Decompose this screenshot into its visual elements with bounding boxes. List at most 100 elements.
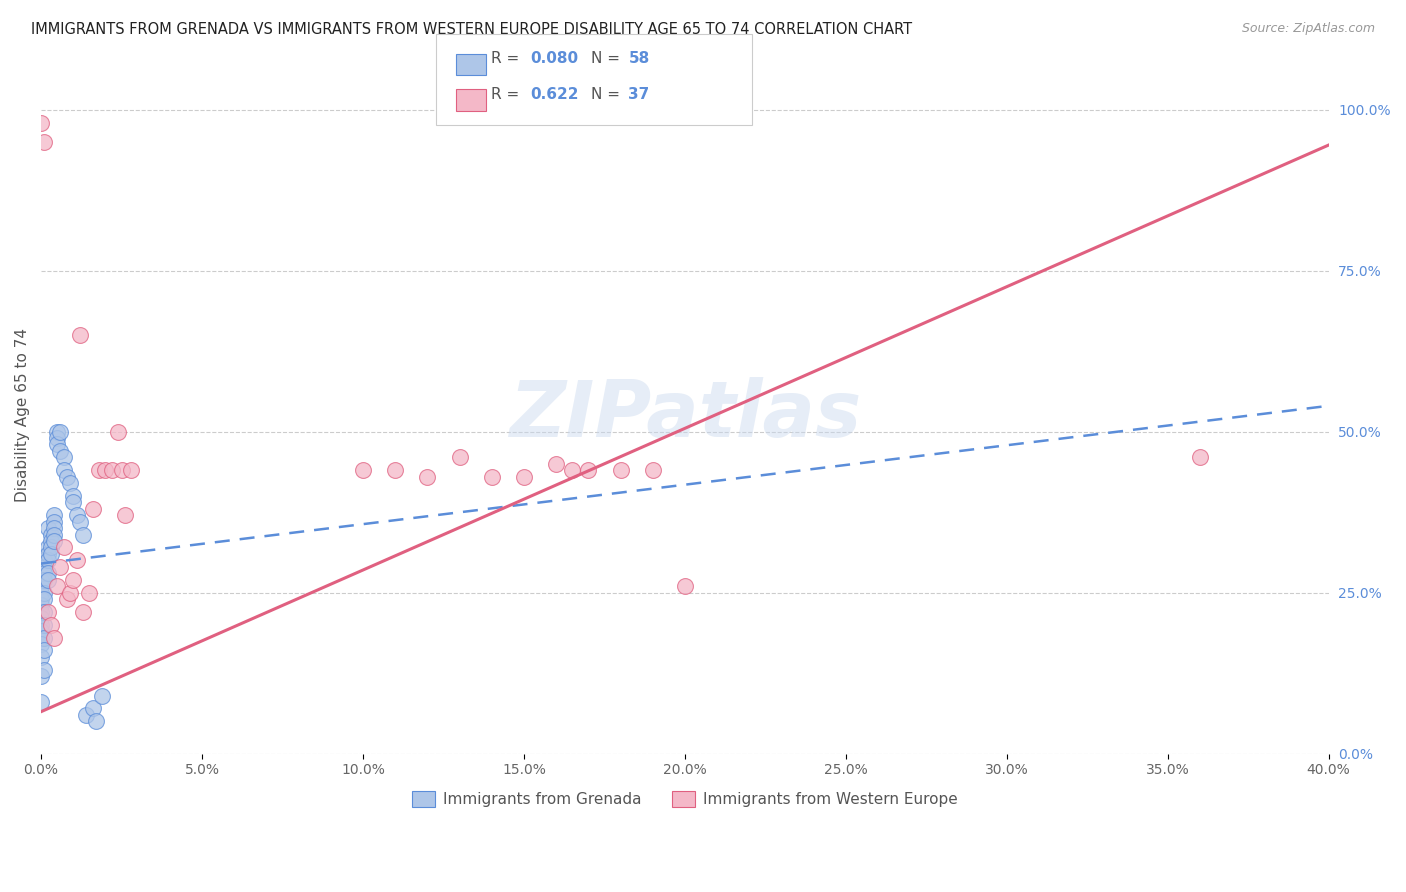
Point	[37, 541, 59, 555]
Point	[546, 457, 568, 471]
Point	[94, 463, 117, 477]
Point	[30, 649, 52, 664]
Point	[34, 631, 56, 645]
Point	[62, 573, 84, 587]
Point	[30, 669, 52, 683]
Point	[30, 115, 52, 129]
Point	[30, 695, 52, 709]
Point	[30, 599, 52, 613]
Point	[449, 450, 471, 465]
Point	[30, 573, 52, 587]
Point	[641, 463, 664, 477]
Point	[39, 617, 62, 632]
Point	[37, 605, 59, 619]
Point	[30, 617, 52, 632]
Point	[34, 617, 56, 632]
Point	[39, 527, 62, 541]
Point	[352, 463, 374, 477]
Point	[52, 463, 75, 477]
Point	[37, 566, 59, 581]
Point	[72, 527, 94, 541]
Point	[30, 624, 52, 639]
Point	[42, 534, 65, 549]
Point	[513, 469, 536, 483]
Point	[481, 469, 503, 483]
Point	[30, 592, 52, 607]
Point	[34, 605, 56, 619]
Point	[65, 553, 87, 567]
Point	[30, 579, 52, 593]
Point	[56, 469, 79, 483]
Point	[576, 463, 599, 477]
Point	[46, 431, 69, 445]
Point	[673, 579, 696, 593]
Point	[34, 643, 56, 657]
Point	[72, 605, 94, 619]
Point	[34, 566, 56, 581]
Y-axis label: Disability Age 65 to 74: Disability Age 65 to 74	[15, 328, 30, 502]
Point	[62, 489, 84, 503]
Point	[46, 425, 69, 439]
Point	[46, 579, 69, 593]
Point	[34, 553, 56, 567]
Point	[82, 501, 104, 516]
Point	[110, 463, 132, 477]
Point	[69, 328, 91, 343]
Point	[34, 663, 56, 677]
Point	[52, 541, 75, 555]
Point	[39, 541, 62, 555]
Point	[42, 508, 65, 523]
Point	[30, 631, 52, 645]
Text: N =: N =	[591, 87, 624, 102]
Text: R =: R =	[491, 51, 524, 66]
Text: 37: 37	[628, 87, 650, 102]
Point	[69, 515, 91, 529]
Point	[75, 707, 97, 722]
Point	[416, 469, 439, 483]
Point	[34, 592, 56, 607]
Text: N =: N =	[591, 51, 624, 66]
Point	[42, 631, 65, 645]
Point	[79, 585, 101, 599]
Point	[561, 463, 583, 477]
Point	[59, 476, 82, 491]
Point	[39, 534, 62, 549]
Text: IMMIGRANTS FROM GRENADA VS IMMIGRANTS FROM WESTERN EUROPE DISABILITY AGE 65 TO 7: IMMIGRANTS FROM GRENADA VS IMMIGRANTS FR…	[31, 22, 912, 37]
Point	[30, 585, 52, 599]
Point	[37, 573, 59, 587]
Point	[91, 689, 114, 703]
Point	[30, 605, 52, 619]
Point	[46, 437, 69, 451]
Point	[49, 559, 72, 574]
Text: 0.622: 0.622	[530, 87, 578, 102]
Point	[52, 450, 75, 465]
Point	[34, 573, 56, 587]
Point	[49, 443, 72, 458]
Point	[82, 701, 104, 715]
Point	[37, 547, 59, 561]
Point	[39, 547, 62, 561]
Point	[34, 135, 56, 149]
Legend: Immigrants from Grenada, Immigrants from Western Europe: Immigrants from Grenada, Immigrants from…	[406, 785, 963, 814]
Point	[34, 559, 56, 574]
Point	[37, 553, 59, 567]
Point	[30, 637, 52, 651]
Point	[609, 463, 631, 477]
Point	[384, 463, 406, 477]
Text: 0.080: 0.080	[530, 51, 578, 66]
Point	[42, 521, 65, 535]
Point	[84, 714, 107, 729]
Point	[56, 592, 79, 607]
Text: R =: R =	[491, 87, 524, 102]
Point	[59, 585, 82, 599]
Point	[49, 425, 72, 439]
Point	[101, 463, 124, 477]
Point	[1188, 450, 1211, 465]
Text: Source: ZipAtlas.com: Source: ZipAtlas.com	[1241, 22, 1375, 36]
Point	[42, 527, 65, 541]
Point	[42, 515, 65, 529]
Text: ZIPatlas: ZIPatlas	[509, 377, 860, 453]
Point	[114, 508, 136, 523]
Point	[65, 508, 87, 523]
Text: 58: 58	[628, 51, 650, 66]
